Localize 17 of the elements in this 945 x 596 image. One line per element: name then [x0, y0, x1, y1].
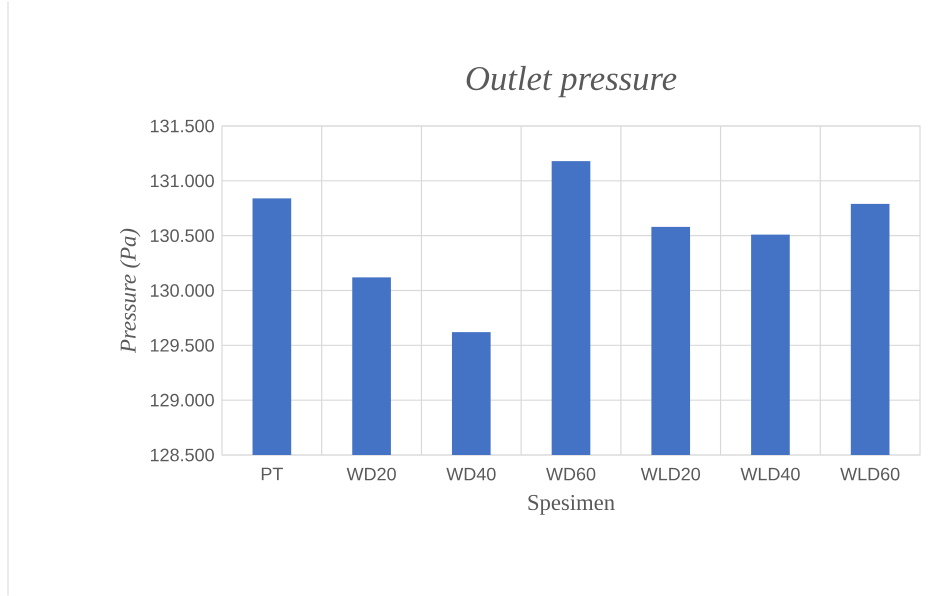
chart-title: Outlet pressure [466, 66, 676, 98]
y-tick-label: 130.500 [150, 229, 214, 242]
y-tick-label: 129.500 [150, 338, 214, 352]
y-tick-label: 131.000 [150, 174, 214, 188]
x-tick-label: WD20 [346, 468, 396, 480]
y-tick-label: 129.000 [150, 394, 214, 407]
y-axis-title: Pressure (Pa) [120, 228, 140, 354]
y-tick-label: 131.500 [150, 120, 214, 132]
x-tick-label: PT [262, 468, 283, 480]
x-tick-label: WLD60 [840, 468, 900, 480]
x-tick-label: WLD20 [640, 468, 700, 480]
x-tick-label: WD60 [546, 468, 596, 480]
x-tick-label: WD40 [446, 468, 496, 480]
y-tick-label: 130.000 [150, 284, 214, 297]
x-axis-title: Spesimen [528, 494, 615, 515]
x-tick-label: WLD40 [740, 468, 800, 480]
y-tick-label: 128.500 [150, 448, 214, 462]
